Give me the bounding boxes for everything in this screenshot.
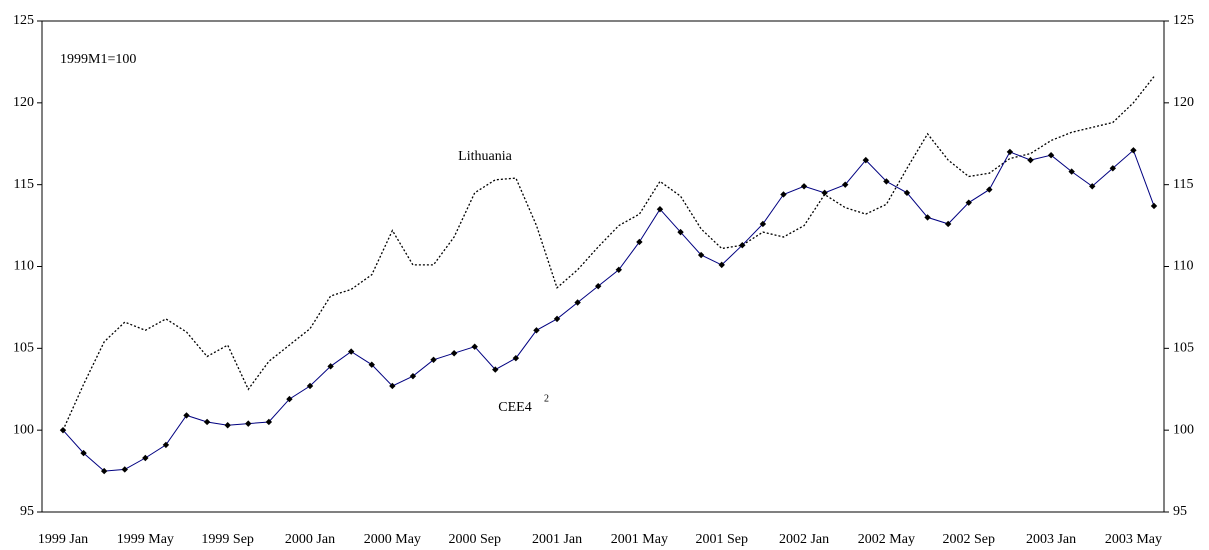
y-tick-label: 110 xyxy=(14,259,34,274)
x-tick-label: 2000 Jan xyxy=(285,532,335,547)
series-line xyxy=(62,149,1155,472)
y2-tick-label: 100 xyxy=(1173,422,1194,437)
data-point xyxy=(409,372,417,380)
x-tick-label: 2001 Sep xyxy=(695,532,748,547)
y-tick-label: 120 xyxy=(13,95,34,110)
data-point xyxy=(203,418,211,426)
data-point xyxy=(450,350,458,357)
x-tick-label: 2003 May xyxy=(1105,532,1162,547)
x-tick-label: 2003 Jan xyxy=(1026,532,1076,547)
x-tick-label: 2000 Sep xyxy=(448,532,501,547)
data-point xyxy=(1047,152,1055,159)
data-point xyxy=(677,228,684,236)
data-point xyxy=(903,189,911,197)
y2-tick-label: 105 xyxy=(1173,341,1194,356)
data-point xyxy=(780,191,787,198)
data-point xyxy=(1089,183,1096,190)
y2-tick-label: 95 xyxy=(1173,504,1187,519)
data-point xyxy=(615,266,622,273)
y-tick-label: 100 xyxy=(13,422,34,437)
data-point xyxy=(1027,156,1034,164)
plot-frame xyxy=(41,20,1165,513)
data-point xyxy=(553,315,561,323)
y-tick-label: 105 xyxy=(13,341,34,356)
y-tick-label: 95 xyxy=(20,504,34,519)
data-point xyxy=(512,354,520,362)
data-point xyxy=(821,189,828,197)
data-point xyxy=(800,183,808,190)
data-point xyxy=(1068,168,1075,175)
data-point xyxy=(286,395,293,403)
x-tick-label: 1999 Jan xyxy=(38,532,88,547)
y2-tick-label: 110 xyxy=(1173,259,1193,274)
data-point xyxy=(471,343,478,350)
data-point xyxy=(636,238,643,246)
footnote-marker: 2 xyxy=(544,393,549,404)
data-point xyxy=(883,178,890,185)
data-point xyxy=(245,420,252,427)
x-tick-label: 2000 May xyxy=(364,532,421,547)
data-point xyxy=(224,422,231,429)
data-point xyxy=(759,220,767,228)
data-point xyxy=(162,441,170,449)
data-point xyxy=(430,356,437,363)
data-point xyxy=(59,426,67,434)
y2-tick-label: 120 xyxy=(1173,95,1194,110)
series-label: Lithuania xyxy=(458,149,512,164)
data-point xyxy=(1150,202,1158,210)
data-point xyxy=(368,361,375,368)
data-point xyxy=(347,348,355,355)
series-label: CEE4 xyxy=(498,400,531,415)
data-point xyxy=(595,282,602,290)
series-line xyxy=(62,76,1155,431)
data-point xyxy=(862,156,870,164)
data-point xyxy=(965,199,972,206)
data-point xyxy=(265,418,273,426)
data-point xyxy=(327,363,334,370)
data-point xyxy=(389,382,396,390)
x-tick-label: 2002 May xyxy=(858,532,915,547)
data-point xyxy=(986,186,993,193)
data-point xyxy=(142,454,149,462)
data-point xyxy=(183,412,190,419)
data-point xyxy=(656,206,664,213)
x-tick-label: 2001 Jan xyxy=(532,532,582,547)
y2-tick-label: 115 xyxy=(1173,177,1193,192)
x-tick-label: 1999 Sep xyxy=(201,532,254,547)
x-tick-label: 2001 May xyxy=(611,532,668,547)
data-point xyxy=(121,466,128,473)
data-point xyxy=(1109,165,1117,172)
x-tick-label: 2002 Jan xyxy=(779,532,829,547)
y-tick-label: 115 xyxy=(14,177,34,192)
data-point xyxy=(739,242,746,249)
y2-tick-label: 125 xyxy=(1173,13,1194,28)
data-point xyxy=(924,214,931,221)
data-point xyxy=(944,220,952,228)
data-point xyxy=(492,366,499,373)
annotation: 1999M1=100 xyxy=(60,52,136,67)
data-point xyxy=(574,299,581,306)
data-point xyxy=(533,327,540,334)
data-point xyxy=(1006,148,1014,156)
x-tick-label: 2002 Sep xyxy=(942,532,995,547)
data-point xyxy=(100,467,108,475)
data-point xyxy=(718,261,725,269)
x-tick-label: 1999 May xyxy=(117,532,174,547)
data-point xyxy=(80,449,87,457)
data-point xyxy=(842,181,849,188)
data-point xyxy=(697,251,705,259)
data-point xyxy=(1130,147,1137,154)
y-tick-label: 125 xyxy=(13,13,34,28)
data-point xyxy=(306,382,314,390)
